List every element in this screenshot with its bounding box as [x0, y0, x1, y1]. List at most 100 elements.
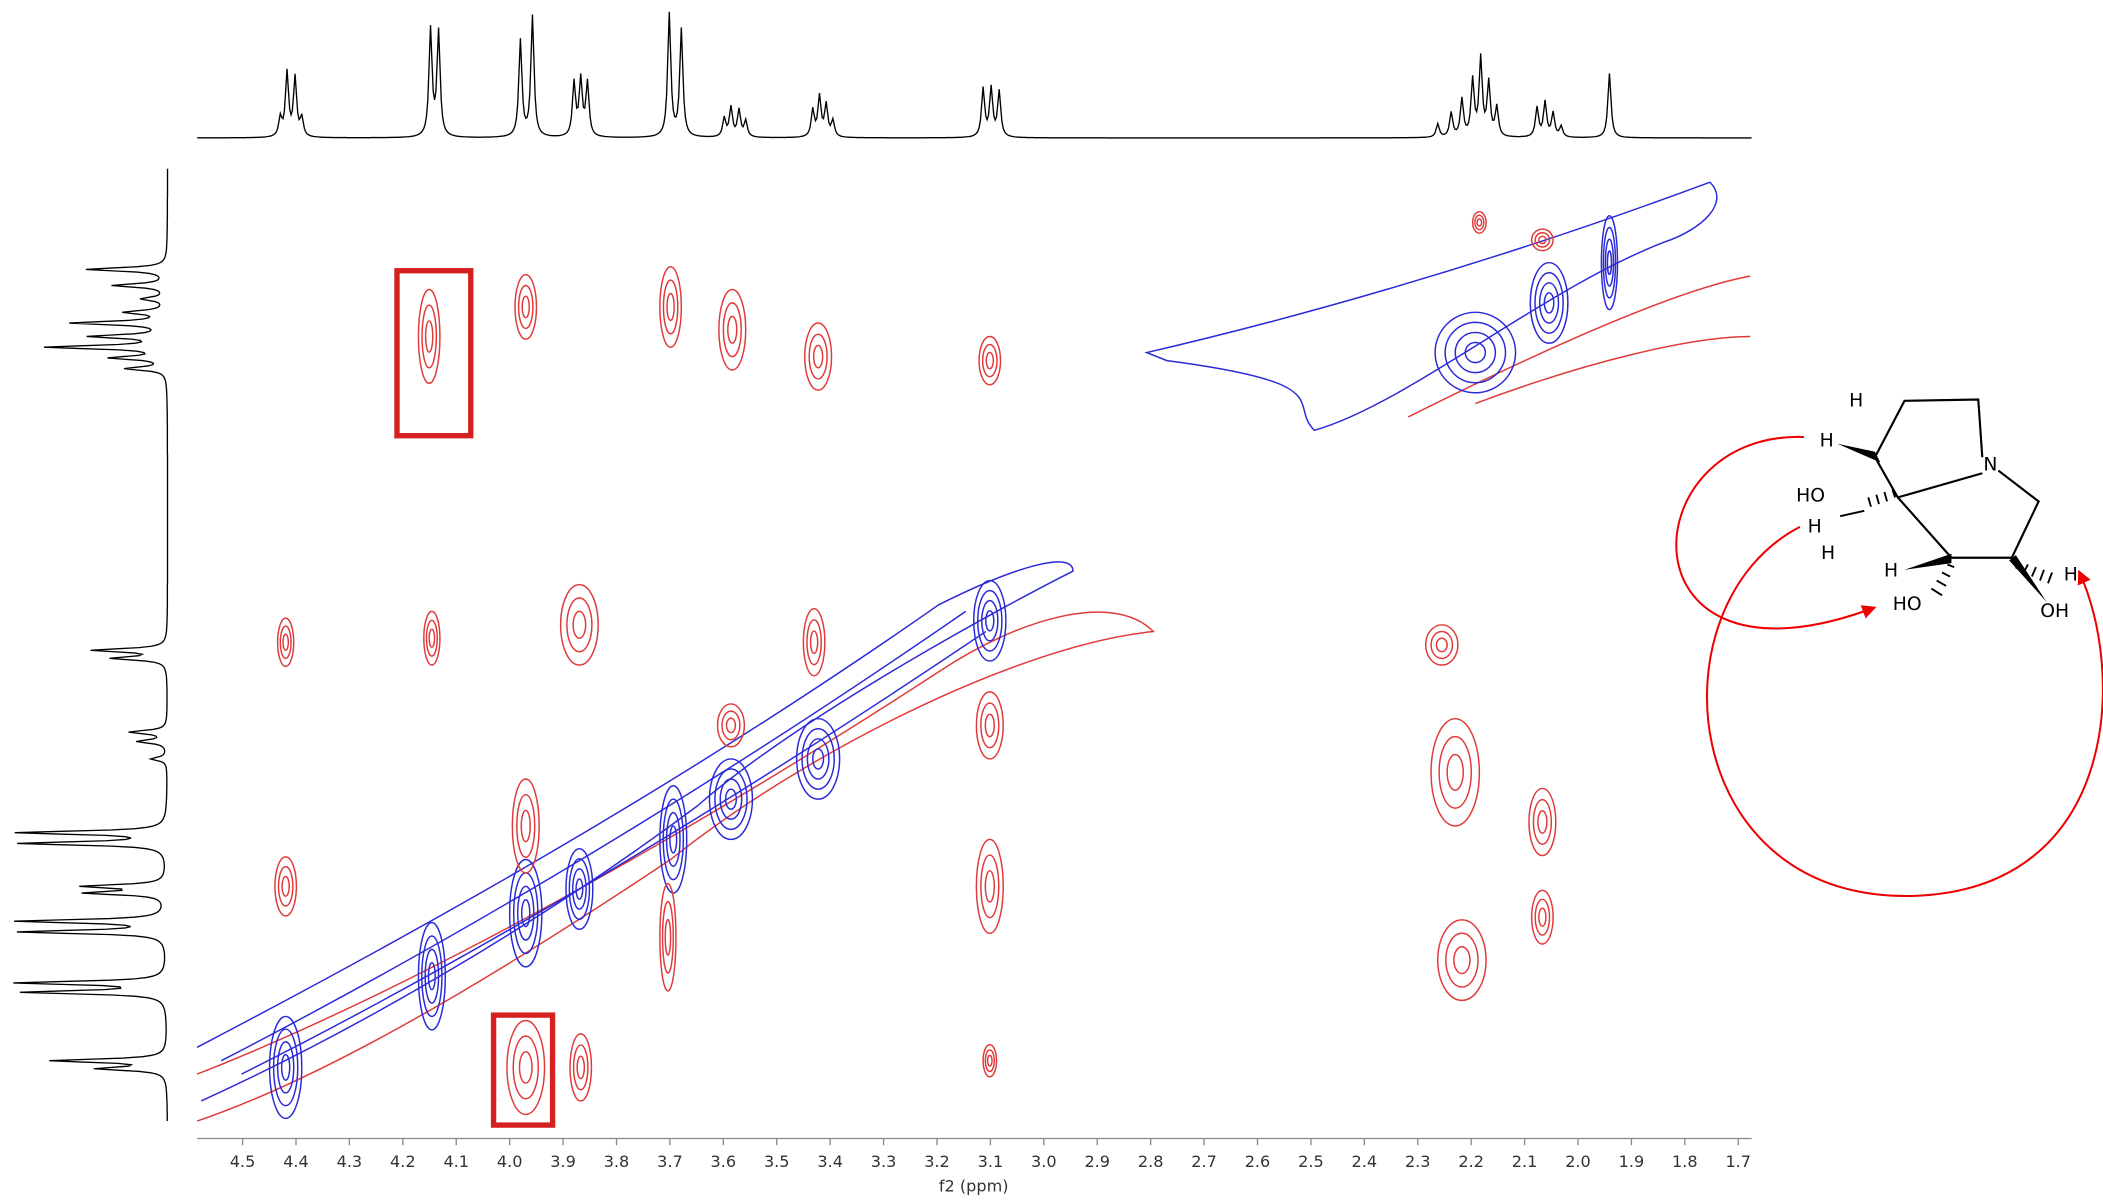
contour — [424, 948, 440, 1004]
atom-label: H — [1821, 543, 1835, 564]
contour — [984, 869, 996, 903]
x-tick-label: 4.1 — [443, 1152, 469, 1171]
x-tick-label: 3.8 — [604, 1152, 630, 1171]
contour — [1538, 282, 1560, 324]
x-tick-label: 2.2 — [1458, 1152, 1484, 1171]
contour — [721, 710, 741, 741]
x-tick-label: 3.3 — [871, 1152, 897, 1171]
contour — [512, 1035, 540, 1100]
contour — [506, 1019, 546, 1116]
contour — [986, 1054, 993, 1067]
contour — [662, 798, 685, 881]
contour — [985, 351, 995, 370]
contour — [981, 343, 998, 378]
contour — [1600, 215, 1619, 311]
x-tick-label: 3.5 — [764, 1152, 790, 1171]
contour — [568, 858, 591, 920]
x-tick-label: 3.0 — [1031, 1152, 1057, 1171]
contour — [1437, 919, 1487, 1002]
contour — [279, 625, 292, 660]
contour — [571, 868, 587, 910]
x-tick-label: 3.9 — [550, 1152, 576, 1171]
contour — [659, 882, 677, 992]
contour — [427, 962, 436, 991]
x-tick-label: 2.8 — [1138, 1152, 1164, 1171]
molecule: H H N HO H H H HO H OH — [1675, 390, 2103, 897]
contour — [1606, 250, 1613, 276]
contour — [421, 935, 443, 1018]
contour — [1430, 630, 1454, 660]
contour — [1476, 218, 1483, 227]
contour — [802, 607, 826, 677]
contour — [565, 848, 594, 931]
contour — [978, 335, 1002, 386]
highlight-box — [490, 1012, 556, 1128]
contour — [708, 758, 754, 841]
f1-projection — [13, 168, 169, 1122]
atom-label: N — [1983, 455, 1997, 476]
contour — [1528, 787, 1557, 857]
f2-projection — [197, 11, 1752, 139]
contour — [1532, 798, 1553, 846]
contour — [517, 284, 534, 330]
contour-band — [1407, 275, 1751, 418]
x-tick-label: 2.1 — [1512, 1152, 1538, 1171]
contour — [714, 768, 748, 831]
contour — [1424, 624, 1459, 666]
x-tick-label: 2.0 — [1565, 1152, 1591, 1171]
atom-label: HO — [1893, 594, 1922, 615]
contour — [1444, 321, 1507, 384]
contour — [1453, 945, 1471, 975]
contour — [277, 865, 294, 907]
contour — [1602, 226, 1617, 299]
contour — [559, 583, 599, 666]
contour — [1435, 637, 1448, 653]
contour — [1430, 717, 1481, 827]
contour — [569, 1033, 593, 1102]
contour-band — [196, 561, 1074, 1102]
contour — [659, 785, 688, 894]
contour — [272, 1028, 299, 1107]
x-tick-label: 2.5 — [1298, 1152, 1324, 1171]
contour — [984, 1049, 996, 1073]
contour — [724, 788, 738, 810]
contour — [566, 597, 593, 653]
x-tick-label: 3.2 — [924, 1152, 950, 1171]
contour — [424, 320, 434, 353]
x-tick-label: 3.4 — [817, 1152, 843, 1171]
atom-label: HO — [1796, 486, 1825, 507]
x-tick-label: 2.7 — [1191, 1152, 1217, 1171]
contour — [516, 885, 535, 941]
contour — [659, 265, 683, 348]
contour — [1538, 235, 1547, 245]
contour — [716, 703, 746, 748]
contour — [803, 322, 833, 391]
x-tick-label: 3.7 — [657, 1152, 683, 1171]
x-tick-label: 3.6 — [711, 1152, 737, 1171]
contour — [276, 1041, 295, 1094]
contour — [975, 691, 1004, 760]
contour — [1454, 331, 1497, 374]
contour-band — [1144, 181, 1718, 432]
contour — [801, 728, 835, 790]
contour — [520, 899, 531, 928]
contour — [982, 1043, 998, 1078]
contour — [1604, 238, 1615, 287]
x-tick-label: 4.4 — [283, 1152, 309, 1171]
x-tick-label: 2.9 — [1084, 1152, 1110, 1171]
hash-bond — [1930, 563, 1955, 597]
contour — [423, 610, 441, 666]
contour — [981, 599, 999, 642]
contour — [1538, 907, 1547, 927]
contour — [812, 344, 824, 369]
contour — [808, 333, 828, 380]
x-tick-label: 2.6 — [1245, 1152, 1271, 1171]
noe-arrow — [1675, 436, 1877, 630]
contour — [425, 619, 438, 657]
contour — [575, 878, 584, 900]
atom-label: OH — [2040, 601, 2069, 622]
contour — [516, 793, 536, 859]
contour — [282, 633, 290, 652]
contour — [514, 274, 538, 340]
contour — [1534, 272, 1564, 334]
